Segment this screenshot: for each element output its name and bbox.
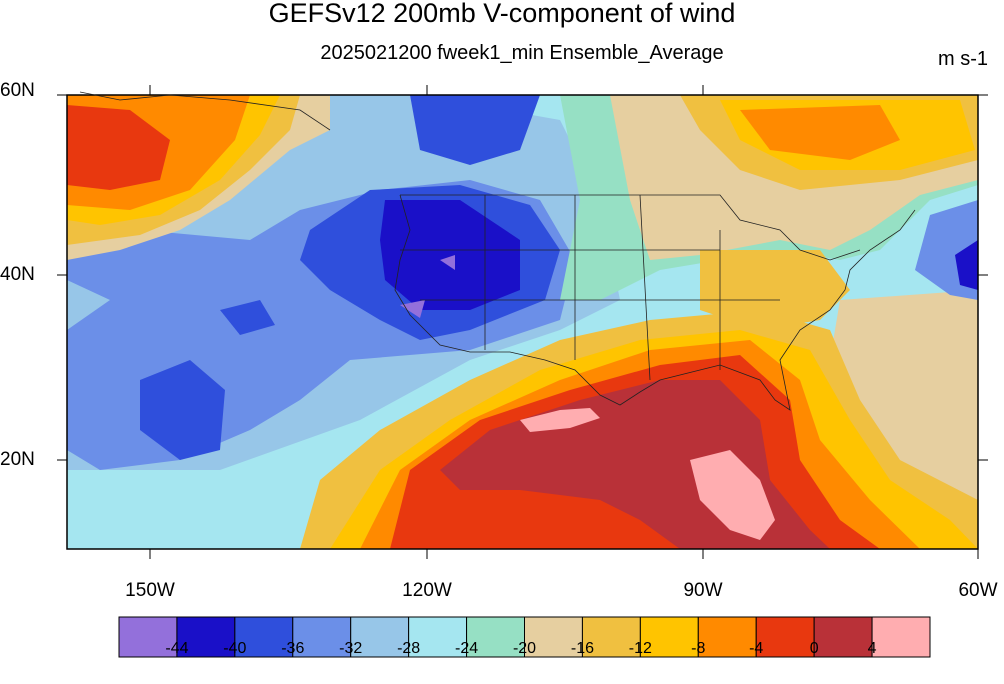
map-subtitle: 2025021200 fweek1_min Ensemble_Average <box>320 42 724 64</box>
colorbar-swatch <box>118 616 178 658</box>
colorbar-label: -24 <box>455 640 479 657</box>
colorbar-label: -28 <box>397 640 421 657</box>
colorbar <box>118 616 931 658</box>
colorbar-label: -12 <box>628 640 652 657</box>
colorbar-label: -36 <box>281 640 305 657</box>
colorbar-label: -4 <box>749 640 764 657</box>
axis-ticks <box>57 85 988 559</box>
colorbar-label: -32 <box>339 640 363 657</box>
colorbar-label: -40 <box>223 640 247 657</box>
lon-label-90w: 90W <box>683 580 723 601</box>
colorbar-label: -16 <box>570 640 594 657</box>
colorbar-label: -20 <box>512 640 537 657</box>
lat-label-20n: 20N <box>0 449 35 470</box>
map-title: GEFSv12 200mb V-component of wind <box>268 0 736 28</box>
units-label: m s-1 <box>938 48 988 70</box>
colorbar-label: -8 <box>691 640 706 657</box>
colorbar-swatch <box>176 616 236 658</box>
plot-frame <box>66 94 979 550</box>
colorbar-label: 0 <box>809 640 819 657</box>
colorbar-label: 4 <box>867 640 877 657</box>
colorbar-swatch <box>524 616 583 658</box>
lon-label-120w: 120W <box>402 580 452 601</box>
coastlines <box>79 91 916 411</box>
colorbar-label: -44 <box>165 640 189 657</box>
contour-field <box>67 95 978 549</box>
lon-label-60w: 60W <box>958 580 998 601</box>
lon-label-150w: 150W <box>125 580 175 601</box>
colorbar-swatch <box>871 616 931 658</box>
colorbar-swatch <box>639 616 699 658</box>
lat-label-60n: 60N <box>0 80 35 101</box>
colorbar-swatch <box>813 616 873 658</box>
colorbar-swatch <box>697 616 757 658</box>
colorbar-swatch <box>350 616 410 658</box>
lat-label-40n: 40N <box>0 264 35 285</box>
colorbar-swatch <box>466 616 526 658</box>
colorbar-swatch <box>755 616 815 658</box>
